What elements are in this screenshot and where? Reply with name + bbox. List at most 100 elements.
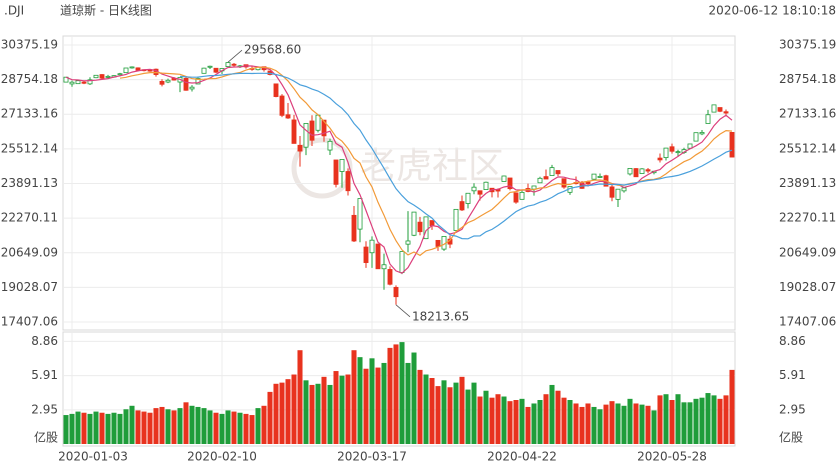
candle-body [501, 175, 507, 182]
volume-bar [315, 383, 321, 444]
volume-bar [483, 390, 489, 444]
annotation-label: 18213.65 [412, 309, 469, 323]
volume-bar [243, 413, 249, 444]
volume-bar [555, 390, 561, 444]
volume-bar [417, 369, 423, 444]
timestamp: 2020-06-12 18:10:18 [709, 4, 836, 18]
chart-title: 道琼斯 - 日K线图 [60, 3, 152, 18]
candle-body [81, 81, 87, 84]
volume-bar [615, 403, 621, 444]
volume-tick-label: 5.91 [779, 368, 806, 382]
annotation-leader [227, 49, 243, 63]
volume-bar [201, 408, 207, 444]
volume-bar [147, 412, 153, 444]
candle-body [381, 264, 387, 270]
volume-bar [291, 374, 297, 444]
y-tick-label: 19028.07 [1, 280, 58, 294]
volume-bar [657, 395, 663, 444]
candle-body [327, 140, 333, 151]
candle-body [129, 66, 135, 69]
candle-body [117, 73, 123, 76]
volume-bar [651, 410, 657, 444]
candle-body [471, 186, 477, 192]
volume-bar [459, 376, 465, 444]
volume-bar [63, 415, 69, 444]
y2-tick-label: 23891.13 [779, 176, 836, 190]
candle-body [315, 114, 321, 131]
y-tick-label: 30375.19 [1, 38, 58, 52]
candle-body [393, 286, 399, 298]
volume-unit: 亿股 [34, 430, 58, 445]
volume-bar [111, 412, 117, 444]
candle-body [291, 119, 297, 144]
candle-body [465, 192, 471, 204]
candle-body [93, 74, 99, 79]
volume-bar [627, 398, 633, 444]
candle-body [627, 168, 633, 175]
volume-bar [225, 410, 231, 444]
volume-bar [567, 400, 573, 444]
y-tick-label: 28754.18 [1, 72, 58, 86]
candle-body [207, 65, 213, 68]
volume-tick-label: 5.91 [31, 368, 58, 382]
volume-bar [663, 394, 669, 444]
candle-body [597, 176, 603, 178]
candle-body [435, 239, 441, 247]
x-tick-label: 2020-02-10 [187, 450, 257, 464]
candle-body [411, 211, 417, 236]
candle-body [279, 95, 285, 116]
volume-frame [62, 331, 736, 447]
volume-bar [75, 411, 81, 444]
volume-bar [669, 400, 675, 444]
candle-body [201, 67, 207, 74]
volume-bar [279, 382, 285, 444]
y2-tick-label: 19028.07 [779, 280, 836, 294]
y2-tick-label: 30375.19 [779, 38, 836, 52]
volume-bar [123, 409, 129, 444]
candle-body [705, 114, 711, 124]
volume-bar [711, 395, 717, 444]
candle-body [99, 74, 105, 79]
annotation-label: 29568.60 [244, 43, 301, 57]
candle-body [333, 159, 339, 185]
volume-bar [687, 402, 693, 444]
candle-body [591, 173, 597, 180]
volume-bar [729, 369, 735, 444]
candle-body [69, 81, 75, 85]
volume-bar [369, 358, 375, 444]
candle-body [75, 80, 81, 85]
volume-bar [237, 412, 243, 444]
candle-body [645, 169, 651, 172]
volume-bar [681, 402, 687, 444]
candle-body [693, 132, 699, 142]
volume-bar [117, 413, 123, 444]
volume-bar [303, 380, 309, 444]
candle-body [675, 151, 681, 154]
volume-bar [693, 398, 699, 444]
candle-body [549, 167, 555, 176]
candle-body [729, 132, 735, 158]
volume-bar [381, 362, 387, 444]
candle-body [297, 144, 303, 152]
ma-line [65, 65, 733, 274]
candle-body [417, 221, 423, 233]
volume-bar [543, 394, 549, 444]
volume-bar [87, 413, 93, 444]
candle-body [399, 251, 405, 273]
volume-bar [639, 404, 645, 444]
volume-bar [531, 403, 537, 444]
volume-tick-label: 2.95 [779, 402, 806, 416]
volume-bar [633, 403, 639, 444]
candle-body [669, 146, 675, 152]
candle-body [87, 79, 93, 85]
volume-bar [135, 410, 141, 444]
volume-bar [405, 362, 411, 444]
volume-bar [501, 396, 507, 444]
volume-bar [705, 393, 711, 444]
y2-tick-label: 22270.11 [779, 211, 836, 225]
volume-bar [267, 391, 273, 444]
candle-body [513, 192, 519, 203]
candle-body [537, 177, 543, 184]
y2-tick-label: 17407.06 [779, 315, 836, 329]
volume-bar [261, 405, 267, 444]
